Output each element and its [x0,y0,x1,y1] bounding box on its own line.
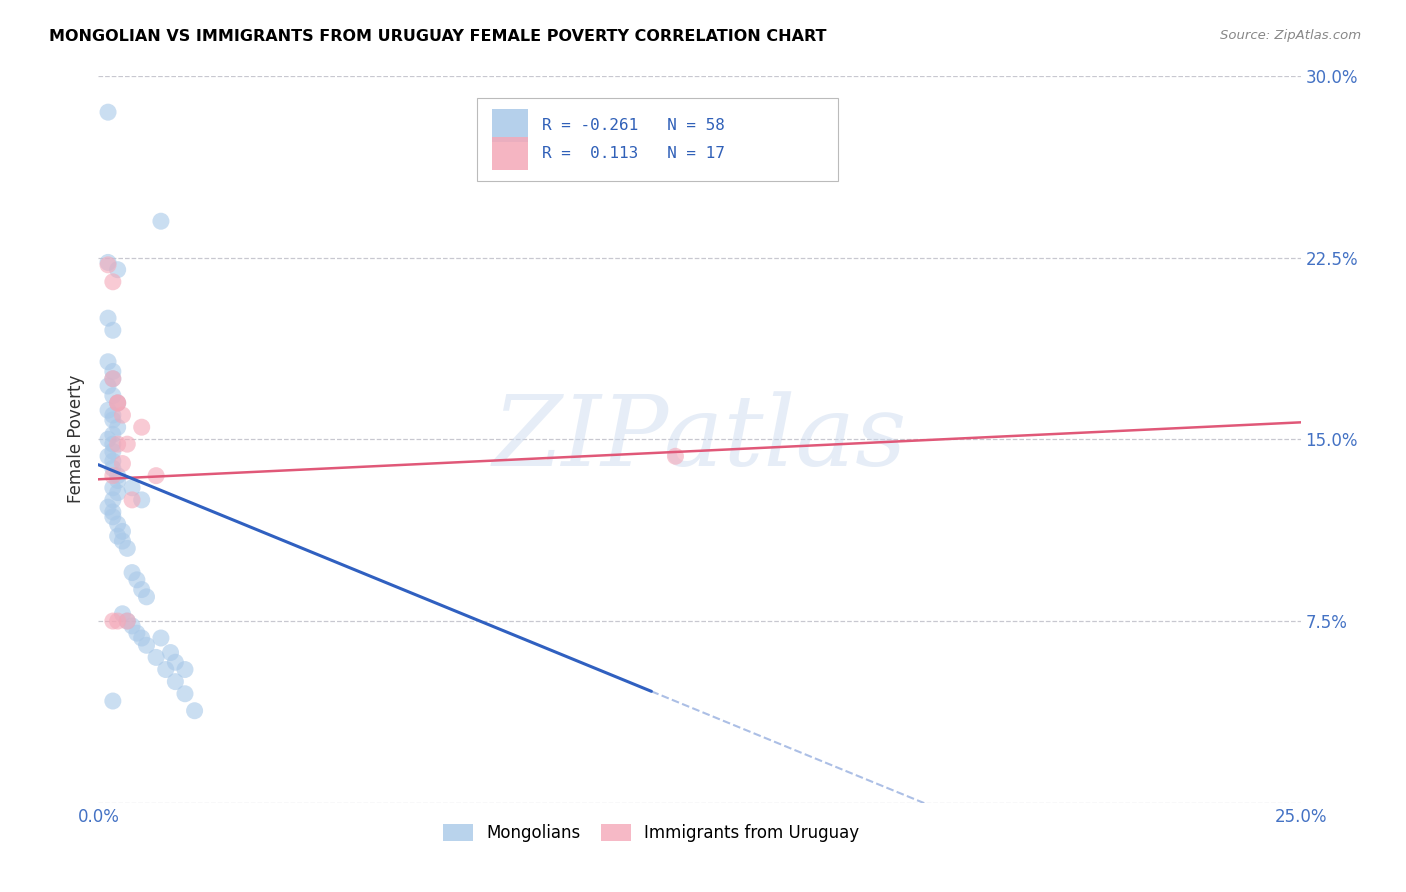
Point [131,420,153,434]
Point [664,450,686,464]
Point [101,468,124,483]
Point [97,258,120,272]
Point [97,355,120,369]
Point [101,481,124,495]
Point [117,541,139,556]
Point [107,529,129,543]
Point [149,631,172,645]
Point [107,468,129,483]
Point [111,534,134,549]
Point [101,437,124,451]
Point [165,655,187,669]
Point [101,364,124,378]
Point [97,432,120,446]
Point [117,437,139,451]
Point [101,492,124,507]
Bar [492,109,527,142]
Point [117,614,139,628]
Point [107,517,129,532]
Point [101,461,124,475]
Point [101,427,124,442]
Point [121,566,143,580]
Point [149,214,172,228]
Point [97,500,120,515]
Point [111,524,134,539]
Point [97,311,120,326]
Point [174,687,197,701]
Text: Source: ZipAtlas.com: Source: ZipAtlas.com [1220,29,1361,42]
Point [125,573,148,587]
Y-axis label: Female Poverty: Female Poverty [66,376,84,503]
Point [101,509,124,524]
Point [101,444,124,458]
Point [101,505,124,519]
Point [107,614,129,628]
Text: ZIPatlas: ZIPatlas [492,392,907,487]
Text: R =  0.113   N = 17: R = 0.113 N = 17 [541,146,725,161]
Point [131,492,153,507]
Point [101,275,124,289]
Text: R = -0.261   N = 58: R = -0.261 N = 58 [541,118,725,133]
Point [111,408,134,422]
Point [121,619,143,633]
Point [183,704,205,718]
Point [97,403,120,417]
Point [159,646,181,660]
Point [155,663,177,677]
Point [107,262,129,277]
Legend: Mongolians, Immigrants from Uruguay: Mongolians, Immigrants from Uruguay [437,817,866,849]
Point [117,614,139,628]
Point [165,674,187,689]
Point [97,255,120,269]
Point [101,372,124,386]
Point [107,420,129,434]
Point [107,396,129,410]
Point [107,474,129,488]
Point [107,396,129,410]
Point [101,413,124,427]
Point [101,323,124,337]
Point [101,614,124,628]
Point [101,372,124,386]
Point [125,626,148,640]
Text: MONGOLIAN VS IMMIGRANTS FROM URUGUAY FEMALE POVERTY CORRELATION CHART: MONGOLIAN VS IMMIGRANTS FROM URUGUAY FEM… [49,29,827,44]
Point [145,650,167,665]
Point [97,379,120,393]
Point [101,408,124,422]
Point [145,468,167,483]
Point [97,105,120,120]
Point [135,590,157,604]
FancyBboxPatch shape [477,97,838,181]
Point [131,582,153,597]
Point [101,694,124,708]
Point [111,457,134,471]
Point [121,492,143,507]
Point [97,450,120,464]
Point [107,396,129,410]
Point [107,485,129,500]
Point [101,454,124,468]
Point [131,631,153,645]
Point [107,437,129,451]
Point [174,663,197,677]
Bar [492,136,527,170]
Point [101,389,124,403]
Point [121,481,143,495]
Point [111,607,134,621]
Point [135,638,157,652]
